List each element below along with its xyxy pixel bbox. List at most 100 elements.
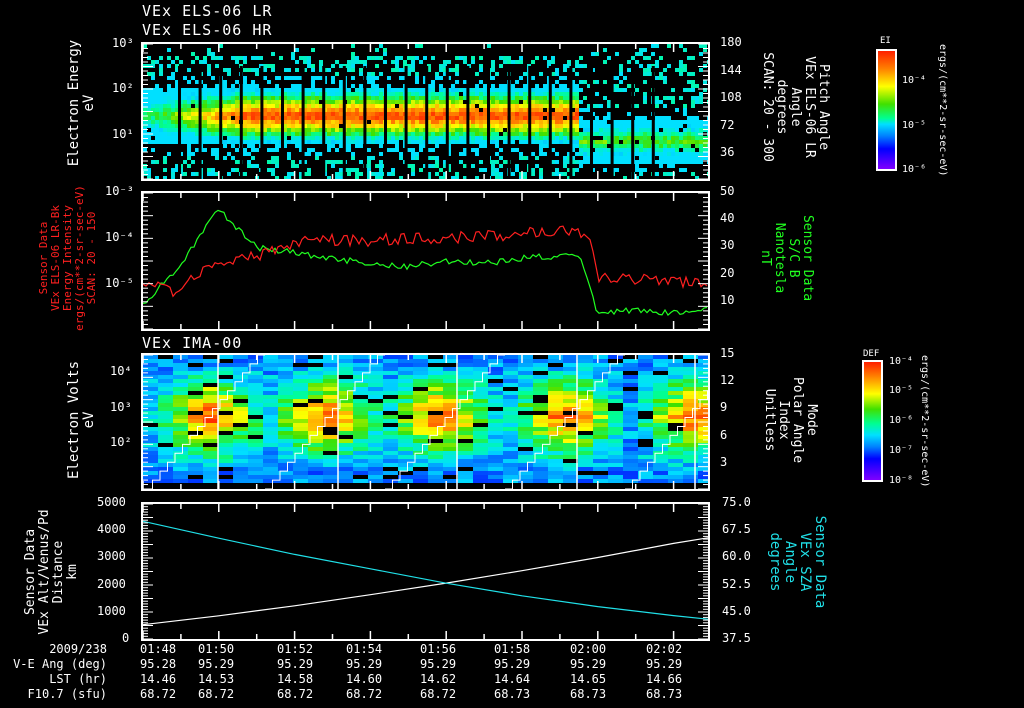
colorbar2-title: DEF — [863, 349, 880, 359]
footer-time-value: 01:52 — [277, 642, 314, 656]
panel1-ytick: 10² — [112, 81, 134, 95]
colorbar2-tick: 10⁻⁵ — [889, 385, 914, 396]
panel3-right-label-line: Index — [776, 400, 791, 440]
panel1-ytick-right: 72 — [720, 118, 735, 132]
panel1-ytick: 10¹ — [112, 127, 134, 141]
panel4-ylabel-line: km — [65, 564, 80, 580]
footer-f107-value: 68.72 — [198, 687, 235, 701]
footer-time-value: 01:54 — [346, 642, 383, 656]
panel4-ylabel-line: Distance — [51, 540, 66, 604]
panel2-lines — [143, 193, 708, 329]
panel2-right-label: Sensor Data S/C B Nanotesla nT — [758, 214, 815, 302]
footer-f107-value: 68.72 — [346, 687, 383, 701]
panel2-right-label-line: Nanotesla — [772, 222, 787, 294]
panel2-right-label-line: S/C B — [786, 238, 801, 278]
panel2-ytick: 10⁻⁵ — [105, 276, 134, 290]
footer-f107-value: 68.73 — [570, 687, 607, 701]
colorbar2-tick: 10⁻⁷ — [889, 445, 914, 456]
panel3-heatmap — [143, 355, 708, 489]
colorbar2 — [862, 360, 883, 482]
footer-ve-value: 95.29 — [570, 657, 607, 671]
panel1-ylabel: Electron Energy eV — [66, 38, 97, 168]
panel1-ylabel-line1: Electron Energy — [66, 39, 82, 167]
panel4-ytick-right: 52.5 — [722, 577, 751, 591]
panel4-right-label-line: VEx SZA — [797, 532, 813, 592]
panel3-spectrogram — [141, 353, 710, 491]
panel4-right-label-line: degrees — [767, 532, 783, 592]
panel3-ytick-right: 12 — [720, 373, 735, 387]
panel4-lines — [143, 504, 708, 639]
footer-ve-value: 95.29 — [346, 657, 383, 671]
panel2-left-label-line: SCAN: 20 - 150 — [85, 211, 98, 305]
footer-ve-value: 95.29 — [646, 657, 683, 671]
panel3-ytick: 10⁴ — [110, 364, 132, 378]
footer-f107-value: 68.72 — [140, 687, 177, 701]
panel4-right-label-line: Sensor Data — [812, 515, 828, 609]
panel3-right-label-line: Mode — [804, 404, 819, 436]
panel1-right-label-line: VEx ELS-06 LR — [802, 56, 817, 158]
panel2-right-label-line: Sensor Data — [800, 214, 815, 302]
footer-lst-value: 14.53 — [198, 672, 235, 686]
panel4-ytick: 1000 — [97, 604, 126, 618]
footer-f107-value: 68.73 — [494, 687, 531, 701]
footer-label-ve: V-E Ang (deg) — [13, 657, 107, 671]
footer-ve-value: 95.28 — [140, 657, 177, 671]
panel1-right-label-line: Angle — [788, 87, 803, 127]
panel2-lineplot — [141, 191, 710, 331]
footer-time-value: 01:56 — [420, 642, 457, 656]
panel1-right-label-line: SCAN: 20 - 300 — [760, 52, 775, 162]
footer-ve-value: 95.29 — [277, 657, 314, 671]
colorbar1-tick: 10⁻⁶ — [902, 164, 927, 175]
footer-ve-value: 95.29 — [420, 657, 457, 671]
panel2-ytick-right: 50 — [720, 184, 735, 198]
panel4-ytick-right: 37.5 — [722, 631, 751, 645]
panel4-ytick: 2000 — [97, 577, 126, 591]
footer-time-value: 01:58 — [494, 642, 531, 656]
footer-lst-value: 14.65 — [570, 672, 607, 686]
panel4-ytick-right: 67.5 — [722, 522, 751, 536]
panel1-ylabel-line2: eV — [81, 94, 97, 112]
panel1-right-label: Pitch Angle VEx ELS-06 LR Angle degrees … — [760, 52, 831, 162]
footer-ve-value: 95.29 — [198, 657, 235, 671]
footer-time-value: 02:02 — [646, 642, 683, 656]
panel2-left-label: Sensor Data VEx ELS-06 LR-Bk Energy Inte… — [37, 185, 98, 331]
panel4-ytick-right: 75.0 — [722, 495, 751, 509]
panel4-right-label: Sensor Data VEx SZA Angle degrees — [767, 515, 828, 609]
panel1-right-label-line: degrees — [774, 79, 789, 135]
panel4-ylabel: Sensor Data VEx Alt/Venus/Pd Distance km — [23, 509, 80, 634]
panel4-ytick: 5000 — [97, 495, 126, 509]
panel2-right-label-line: nT — [758, 250, 773, 266]
colorbar2-tick: 10⁻⁸ — [889, 475, 914, 486]
panel1-spectrogram — [141, 42, 710, 181]
panel4-ytick: 3000 — [97, 549, 126, 563]
panel2-ytick: 10⁻³ — [105, 184, 134, 198]
footer-lst-value: 14.66 — [646, 672, 683, 686]
footer-time-value: 01:48 — [140, 642, 177, 656]
panel1-ytick-right: 144 — [720, 63, 742, 77]
colorbar1-title: EI — [880, 36, 891, 46]
panel3-ytick-right: 15 — [720, 346, 735, 360]
footer-f107-value: 68.72 — [420, 687, 457, 701]
panel1-ytick-right: 108 — [720, 90, 742, 104]
colorbar1 — [876, 49, 897, 171]
panel3-ytick: 10² — [110, 435, 132, 449]
panel2-ytick-right: 20 — [720, 266, 735, 280]
panel1-heatmap — [143, 44, 708, 179]
footer-f107-value: 68.73 — [646, 687, 683, 701]
footer-lst-value: 14.64 — [494, 672, 531, 686]
panel3-ytick: 10³ — [110, 400, 132, 414]
footer-lst-value: 14.46 — [140, 672, 177, 686]
panel3-title: VEx IMA-00 — [142, 334, 243, 352]
colorbar1-tick: 10⁻⁴ — [902, 75, 927, 86]
panel1-ytick: 10³ — [112, 36, 134, 50]
panel4-right-label-line: Angle — [782, 540, 798, 584]
panel3-ylabel: Electron Volts eV — [66, 361, 97, 479]
colorbar2-unit: ergs/(cm**2-sr-sec-eV) — [919, 355, 930, 488]
panel4-lineplot — [141, 502, 710, 641]
footer-lst-value: 14.62 — [420, 672, 457, 686]
footer-time-value: 02:00 — [570, 642, 607, 656]
panel1-ytick-right: 36 — [720, 145, 735, 159]
footer-label-lst: LST (hr) — [49, 672, 107, 686]
footer-lst-value: 14.58 — [277, 672, 314, 686]
panel1-ytick-right: 180 — [720, 35, 742, 49]
